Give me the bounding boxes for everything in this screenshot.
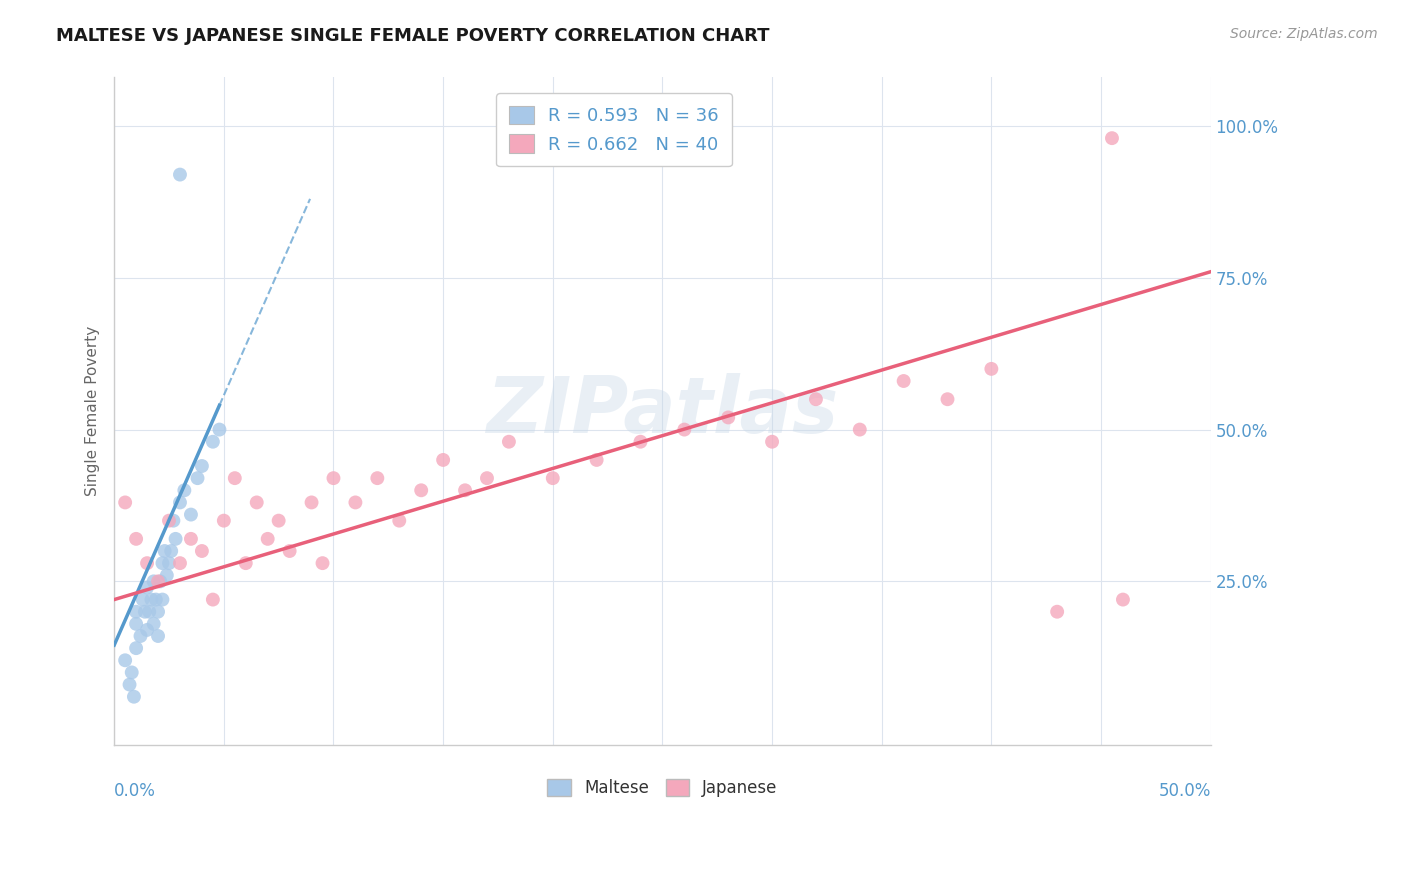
Point: [122, 690, 145, 704]
Point: [180, 532, 202, 546]
Point: [114, 495, 136, 509]
Point: [146, 574, 169, 589]
Point: [541, 471, 564, 485]
Point: [142, 574, 165, 589]
Point: [191, 544, 214, 558]
Point: [153, 544, 176, 558]
Text: ZIPatlas: ZIPatlas: [486, 374, 838, 450]
Point: [267, 514, 290, 528]
Point: [344, 495, 367, 509]
Point: [1101, 131, 1123, 145]
Point: [388, 514, 411, 528]
Point: [162, 514, 184, 528]
Point: [366, 471, 388, 485]
Point: [212, 514, 235, 528]
Point: [201, 592, 224, 607]
Point: [145, 592, 167, 607]
Point: [1046, 605, 1069, 619]
Point: [134, 605, 156, 619]
Point: [160, 544, 183, 558]
Point: [893, 374, 915, 388]
Point: [322, 471, 344, 485]
Point: [121, 665, 143, 680]
Point: [208, 423, 231, 437]
Point: [717, 410, 740, 425]
Y-axis label: Single Female Poverty: Single Female Poverty: [86, 326, 100, 497]
Point: [157, 514, 180, 528]
Point: [114, 653, 136, 667]
Point: [146, 629, 169, 643]
Point: [156, 568, 179, 582]
Point: [246, 495, 269, 509]
Point: [936, 392, 959, 407]
Point: [129, 629, 152, 643]
Point: [411, 483, 433, 498]
Point: [169, 495, 191, 509]
Point: [138, 605, 160, 619]
Point: [1112, 592, 1135, 607]
Point: [224, 471, 246, 485]
Point: [173, 483, 195, 498]
Point: [498, 434, 520, 449]
Point: [278, 544, 301, 558]
Point: [149, 574, 172, 589]
Point: [849, 423, 872, 437]
Point: [804, 392, 827, 407]
Point: [301, 495, 323, 509]
Point: [311, 556, 333, 570]
Point: [125, 605, 148, 619]
Point: [432, 453, 454, 467]
Text: 50.0%: 50.0%: [1159, 781, 1211, 800]
Point: [191, 458, 214, 473]
Text: Source: ZipAtlas.com: Source: ZipAtlas.com: [1230, 27, 1378, 41]
Point: [125, 532, 148, 546]
Point: [235, 556, 257, 570]
Point: [152, 556, 174, 570]
Point: [146, 605, 169, 619]
Point: [125, 616, 148, 631]
Point: [630, 434, 652, 449]
Point: [256, 532, 278, 546]
Text: MALTESE VS JAPANESE SINGLE FEMALE POVERTY CORRELATION CHART: MALTESE VS JAPANESE SINGLE FEMALE POVERT…: [56, 27, 769, 45]
Point: [454, 483, 477, 498]
Point: [136, 581, 159, 595]
Point: [142, 616, 165, 631]
Text: 0.0%: 0.0%: [114, 781, 156, 800]
Point: [761, 434, 783, 449]
Point: [118, 677, 141, 691]
Point: [165, 532, 187, 546]
Point: [136, 623, 159, 637]
Point: [980, 362, 1002, 376]
Point: [180, 508, 202, 522]
Legend: Maltese, Japanese: Maltese, Japanese: [541, 772, 785, 804]
Point: [186, 471, 208, 485]
Point: [673, 423, 696, 437]
Point: [201, 434, 224, 449]
Point: [475, 471, 498, 485]
Point: [585, 453, 607, 467]
Point: [157, 556, 180, 570]
Point: [152, 592, 174, 607]
Point: [169, 168, 191, 182]
Point: [169, 556, 191, 570]
Point: [136, 556, 159, 570]
Point: [141, 592, 163, 607]
Point: [131, 592, 153, 607]
Point: [125, 641, 148, 656]
